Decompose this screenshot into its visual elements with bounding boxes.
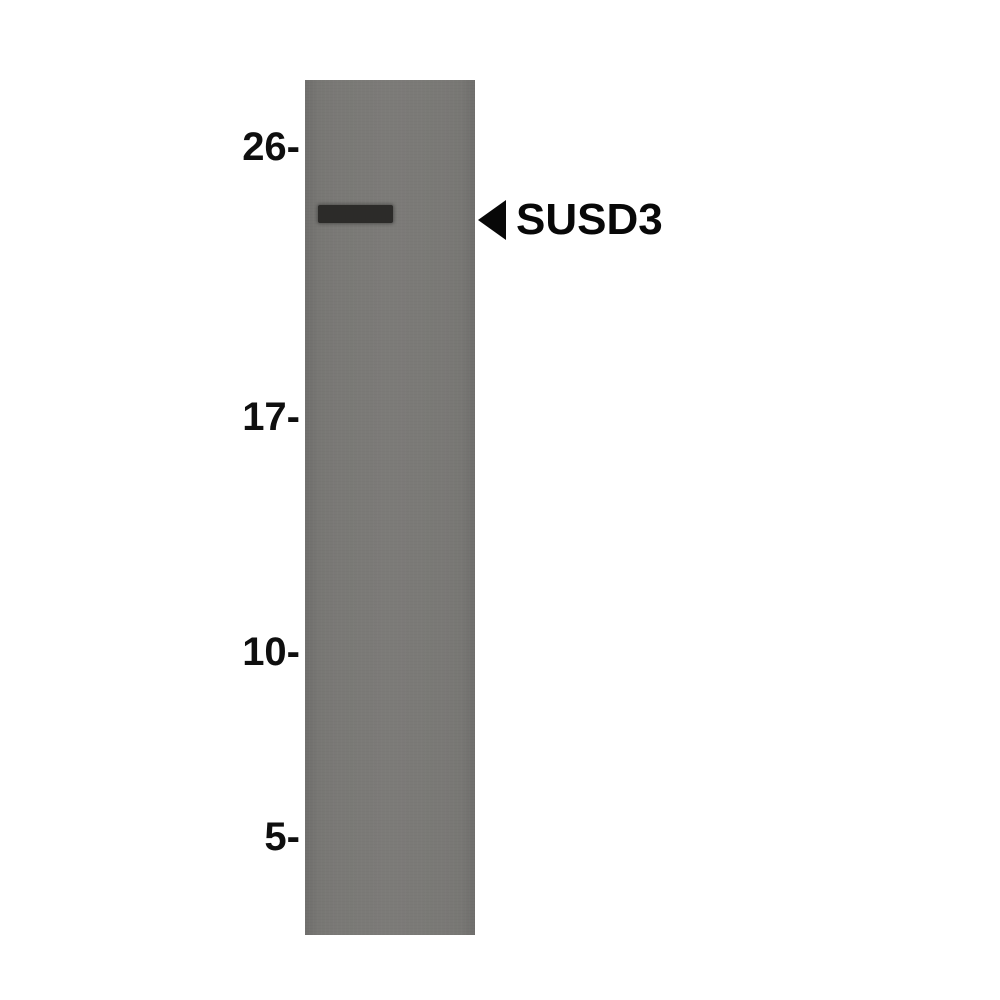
mw-marker-10: 10- (0, 630, 300, 675)
protein-label-text: SUSD3 (516, 195, 663, 245)
protein-label-container: SUSD3 (478, 195, 663, 245)
mw-marker-17: 17- (0, 395, 300, 440)
protein-band-susd3 (318, 205, 393, 223)
mw-marker-26: 26- (0, 125, 300, 170)
arrow-left-icon (478, 200, 506, 240)
mw-marker-5: 5- (0, 815, 300, 860)
